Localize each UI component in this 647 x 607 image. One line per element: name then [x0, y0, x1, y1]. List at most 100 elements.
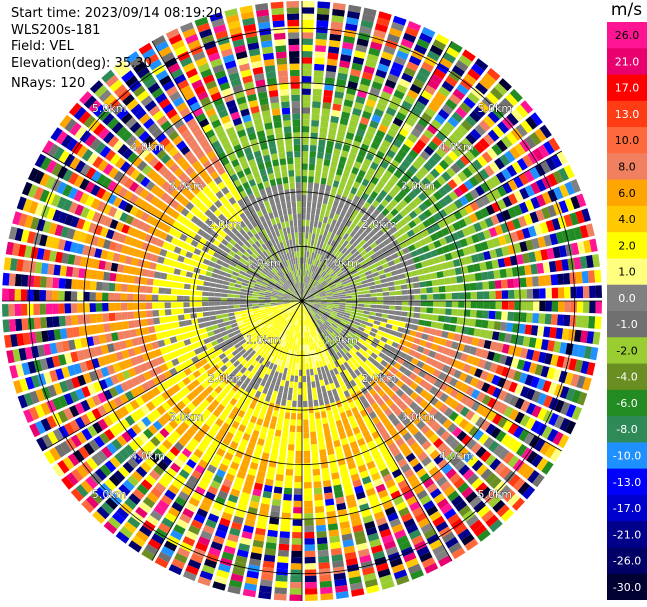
range-gate — [277, 556, 289, 564]
range-gate — [467, 224, 477, 235]
range-gate — [216, 279, 224, 285]
range-gate — [197, 443, 207, 453]
range-gate — [487, 397, 497, 409]
range-gate — [439, 293, 446, 300]
range-gate — [386, 389, 395, 398]
range-gate — [348, 349, 355, 357]
range-gate — [315, 284, 322, 289]
range-gate — [184, 277, 192, 284]
range-gate — [357, 256, 365, 263]
range-gate — [318, 562, 331, 570]
range-gate — [220, 330, 228, 337]
range-gate — [272, 309, 279, 313]
range-gate — [474, 58, 489, 71]
range-gate — [189, 259, 197, 267]
range-gate — [320, 325, 326, 332]
range-gate — [302, 101, 311, 108]
range-gate — [148, 368, 158, 378]
range-gate — [307, 388, 312, 395]
range-gate — [350, 113, 360, 123]
range-gate — [375, 356, 383, 364]
range-gate — [406, 523, 419, 534]
range-gate — [121, 274, 129, 283]
range-gate — [272, 441, 280, 450]
range-gate — [58, 278, 66, 289]
range-gate — [343, 403, 351, 412]
range-gate — [302, 213, 306, 220]
range-gate — [245, 447, 254, 456]
range-gate — [470, 442, 482, 454]
range-gate — [327, 390, 333, 398]
range-gate — [431, 152, 442, 163]
range-gate — [586, 362, 596, 376]
range-gate — [307, 270, 310, 277]
range-gate — [325, 71, 336, 79]
range-gate — [458, 301, 465, 308]
range-gate — [261, 283, 268, 288]
range-gate — [460, 78, 473, 91]
range-gate — [302, 301, 308, 303]
range-gate — [312, 336, 316, 344]
range-gate — [75, 243, 85, 255]
range-gate — [456, 229, 465, 239]
range-gate — [360, 276, 368, 282]
range-gate — [364, 301, 371, 304]
range-gate — [303, 319, 305, 326]
range-gate — [353, 376, 361, 385]
range-gate — [444, 434, 456, 446]
range-gate — [255, 369, 262, 377]
range-gate — [373, 384, 382, 393]
range-gate — [297, 413, 302, 420]
range-gate — [357, 464, 367, 473]
range-gate — [263, 318, 270, 323]
range-gate — [317, 311, 323, 316]
range-gate — [316, 227, 321, 235]
range-gate — [261, 452, 270, 460]
range-gate — [381, 217, 390, 225]
range-gate — [456, 83, 469, 96]
range-gate — [400, 383, 409, 392]
range-gate — [123, 235, 133, 245]
range-gate — [263, 328, 270, 335]
range-gate — [594, 316, 602, 330]
range-gate — [255, 476, 265, 485]
range-gate — [353, 344, 361, 351]
range-gate — [346, 334, 353, 340]
range-gate — [239, 295, 246, 299]
range-gate — [247, 421, 255, 430]
range-gate — [410, 250, 419, 258]
range-gate — [191, 491, 203, 502]
range-gate — [79, 130, 92, 143]
range-gate — [274, 480, 284, 488]
range-gate — [575, 271, 583, 284]
range-gate — [548, 137, 561, 152]
range-gate — [291, 550, 302, 558]
range-gate — [374, 23, 388, 33]
range-gate — [469, 146, 481, 158]
range-gate — [213, 474, 224, 484]
range-gate — [327, 363, 333, 371]
range-gate — [121, 349, 130, 359]
range-gate — [251, 343, 258, 350]
range-gate — [326, 178, 334, 186]
range-gate — [337, 287, 345, 291]
range-gate — [341, 111, 351, 120]
range-gate — [380, 359, 388, 367]
range-gate — [464, 374, 474, 385]
range-gate — [337, 215, 344, 223]
range-gate — [501, 117, 514, 130]
range-gate — [157, 499, 170, 511]
range-gate — [349, 313, 357, 318]
range-gate — [395, 301, 402, 306]
range-gate — [427, 418, 437, 428]
range-gate — [277, 345, 282, 353]
range-gate — [294, 375, 299, 383]
range-gate — [190, 239, 199, 248]
range-gate — [248, 316, 256, 322]
range-gate — [439, 159, 450, 170]
range-gate — [312, 290, 319, 295]
range-gate — [216, 360, 225, 368]
range-gate — [343, 270, 351, 276]
range-gate — [207, 330, 215, 337]
range-gate — [340, 527, 352, 536]
